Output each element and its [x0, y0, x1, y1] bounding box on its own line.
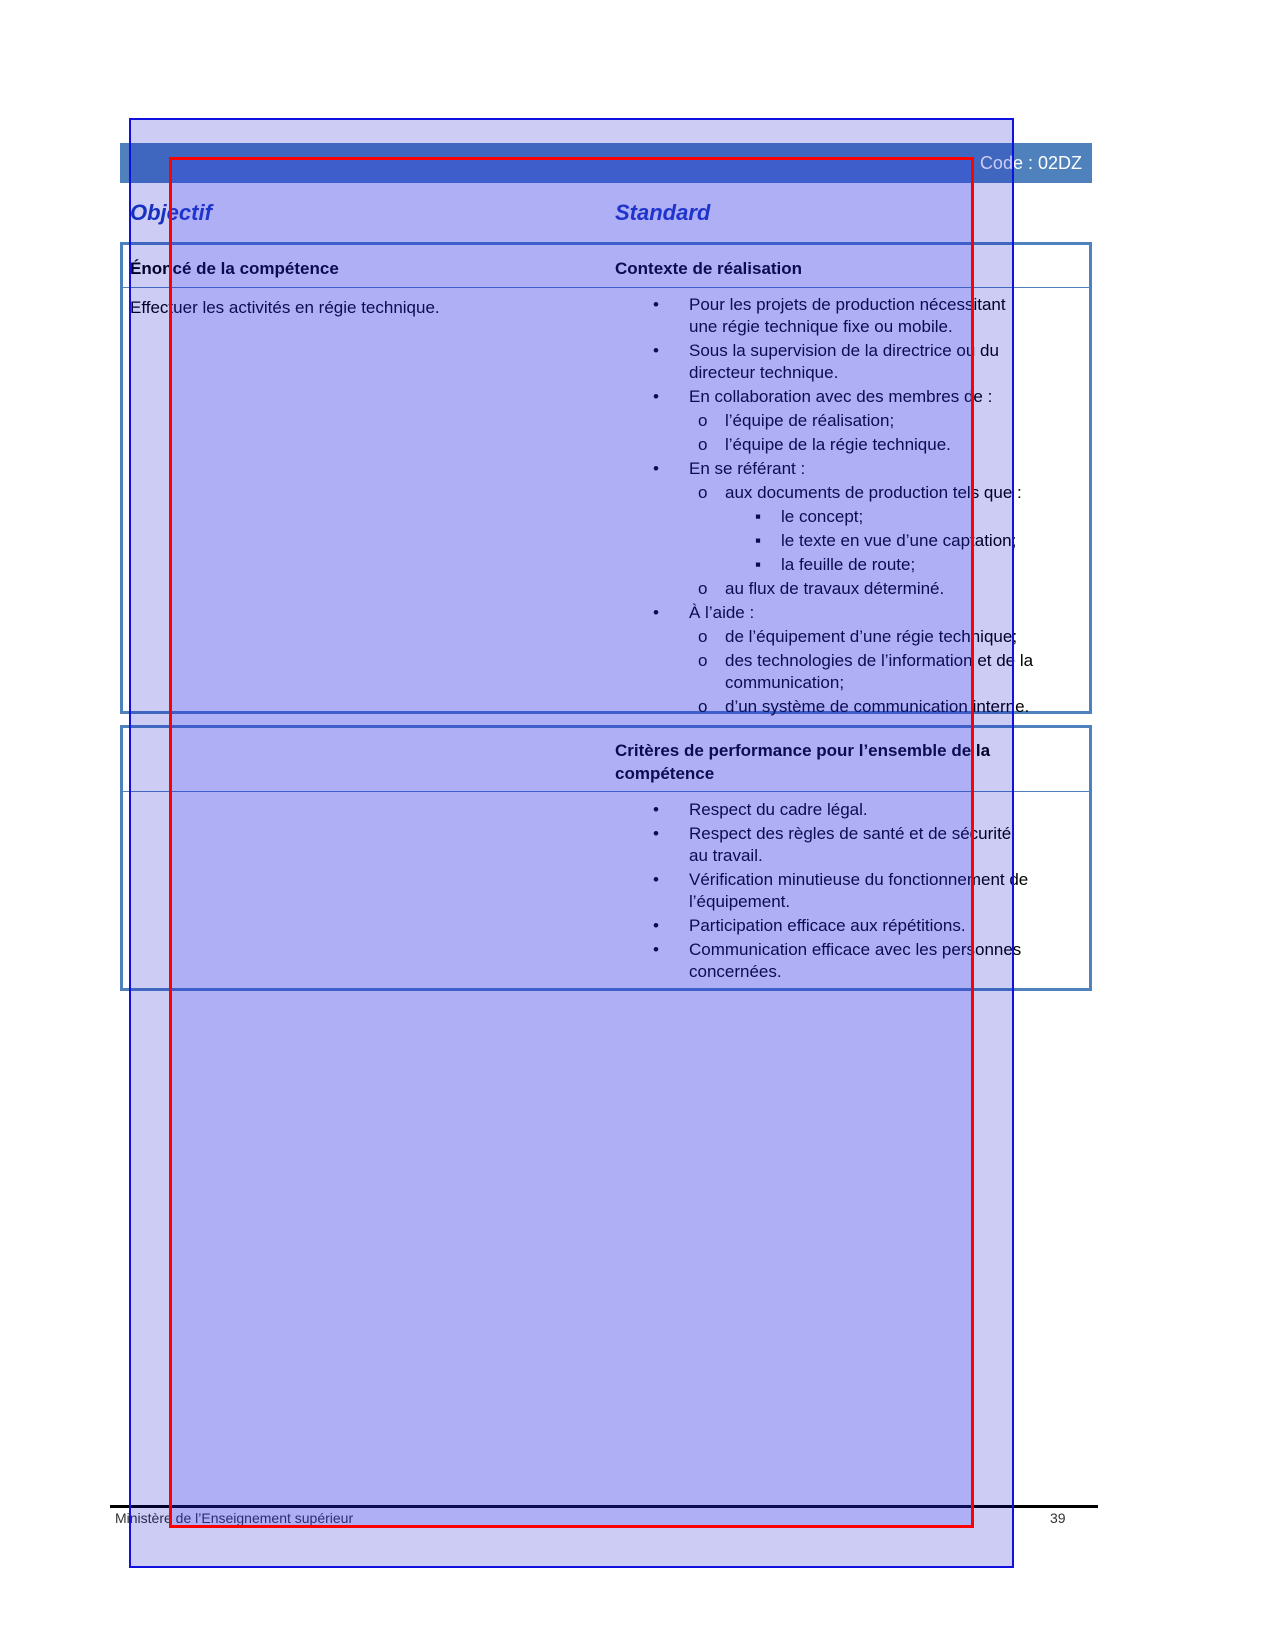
list-item: l’équipe de la régie technique. [725, 435, 951, 454]
bullet-icon: • [653, 459, 659, 478]
footer-text: Ministère de l’Enseignement supérieur [115, 1510, 354, 1526]
list-item: directeur technique. [689, 363, 839, 382]
criteria-header-line1: Critères de performance pour l’ensemble … [615, 741, 991, 760]
list-item: de l’équipement d’une régie technique; [725, 627, 1018, 646]
bullet-icon: o [698, 651, 708, 670]
list-item: Respect des règles de santé et de sécuri… [689, 824, 1012, 843]
list-item: Respect du cadre légal. [689, 800, 868, 819]
bullet-icon: • [653, 824, 659, 843]
list-item: concernées. [689, 962, 782, 981]
bullet-icon: o [698, 483, 708, 502]
statement-header: Énoncé de la compétence [130, 259, 339, 278]
list-item: À l’aide : [689, 603, 755, 622]
context-header: Contexte de réalisation [615, 259, 803, 278]
objectif-label: Objectif [130, 200, 212, 225]
list-item: le texte en vue d’une captation; [781, 531, 1017, 550]
criteria-header-line2: compétence [615, 764, 715, 783]
bullet-icon: • [653, 916, 659, 935]
bullet-icon: o [698, 411, 708, 430]
list-item: au flux de travaux déterminé. [725, 579, 945, 598]
bullet-icon: ▪ [755, 531, 762, 550]
competency-code: Code : 02DZ [979, 153, 1082, 173]
list-item: au travail. [689, 846, 763, 865]
list-item: En se référant : [689, 459, 806, 478]
bullet-icon: o [698, 435, 708, 454]
bullet-icon: ▪ [755, 507, 762, 526]
list-item: Vérification minutieuse du fonctionnemen… [689, 870, 1029, 889]
bullet-icon: o [698, 697, 708, 716]
list-item: En collaboration avec des membres de : [689, 387, 993, 406]
criteria-table: Critères de performance pour l’ensemble … [120, 725, 1092, 991]
bullet-icon: • [653, 603, 659, 622]
code-bar: Code : 02DZ [120, 143, 1092, 183]
list-item: Participation efficace aux répétitions. [689, 916, 966, 935]
list-item: l’équipement. [689, 892, 791, 911]
list-item: Communication efficace avec les personne… [689, 940, 1022, 959]
divider [123, 791, 1089, 792]
competency-table: Énoncé de la compétence Contexte de réal… [120, 242, 1092, 716]
list-item: la feuille de route; [781, 555, 916, 574]
competency-statement: Effectuer les activités en régie techniq… [130, 298, 440, 317]
list-item: une régie technique fixe ou mobile. [689, 317, 953, 336]
bullet-icon: o [698, 579, 708, 598]
standard-label: Standard [615, 200, 711, 225]
list-item: Pour les projets de production nécessita… [689, 295, 1006, 314]
list-item: communication; [725, 673, 845, 692]
list-item: d’un système de communication interne. [725, 697, 1030, 716]
divider [123, 287, 1089, 288]
list-item: des technologies de l’information et de … [725, 651, 1034, 670]
bullet-icon: • [653, 387, 659, 406]
bullet-icon: • [653, 940, 659, 959]
bullet-icon: • [653, 870, 659, 889]
bullet-icon: • [653, 295, 659, 314]
list-item: aux documents de production tels que : [725, 483, 1022, 502]
bullet-icon: o [698, 627, 708, 646]
page-number: 39 [1050, 1510, 1066, 1526]
list-item: Sous la supervision de la directrice ou … [689, 341, 999, 360]
bullet-icon: ▪ [755, 555, 762, 574]
footer-rule [110, 1505, 1098, 1508]
list-item: l’équipe de réalisation; [725, 411, 895, 430]
bullet-icon: • [653, 341, 659, 360]
bullet-icon: • [653, 800, 659, 819]
list-item: le concept; [781, 507, 864, 526]
